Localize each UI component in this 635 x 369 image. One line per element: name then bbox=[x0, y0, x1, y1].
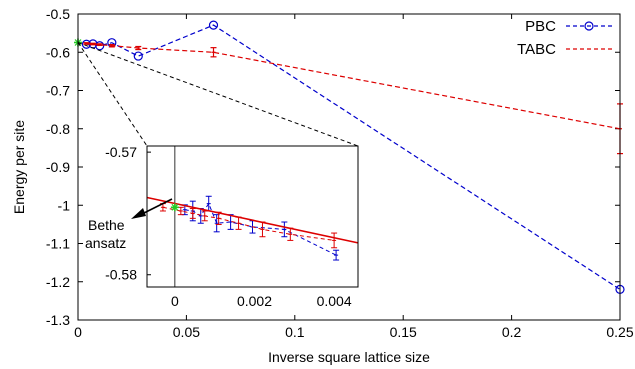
inset-bethe-ansatz-point bbox=[171, 203, 179, 211]
zoom-connector-line bbox=[77, 42, 359, 147]
inset-x-tick-label: 0.002 bbox=[237, 293, 272, 309]
inset-series-group bbox=[146, 146, 359, 287]
legend-marker-pbc bbox=[584, 21, 594, 31]
x-tick-label: 0 bbox=[74, 324, 82, 340]
data-point-pbc bbox=[95, 41, 105, 51]
y-tick-label: -0.7 bbox=[46, 83, 70, 99]
inset-plot: 0 0.002 0.004 -0.57 -0.58 Bethe ansatz bbox=[85, 144, 359, 309]
bethe-arrow-head bbox=[131, 208, 146, 219]
x-axis-label: Inverse square lattice size bbox=[268, 349, 430, 365]
zoom-connector-line bbox=[77, 42, 148, 147]
inset-y-tick-label: -0.57 bbox=[105, 144, 137, 160]
y-axis-label: Energy per site bbox=[11, 120, 27, 214]
y-tick-label: -0.9 bbox=[46, 159, 70, 175]
y-tick-label: -1.2 bbox=[46, 274, 70, 290]
y-tick-label: -1.3 bbox=[46, 312, 70, 328]
inset-background bbox=[147, 146, 358, 287]
main-plot-frame bbox=[77, 13, 621, 321]
inset-ticks-group: 0 0.002 0.004 -0.57 -0.58 bbox=[105, 144, 352, 309]
inset-x-tick-label: 0.004 bbox=[317, 293, 352, 309]
x-tick-label: 0.05 bbox=[173, 324, 200, 340]
inset-frame bbox=[146, 145, 359, 288]
inset-fit-line bbox=[146, 196, 359, 244]
y-tick-label: -0.8 bbox=[46, 121, 70, 137]
x-tick-label: 0.25 bbox=[606, 324, 633, 340]
legend-label-tabc: TABC bbox=[517, 41, 556, 58]
y-tick-label: -0.6 bbox=[46, 44, 70, 60]
bethe-label-line-1: Bethe bbox=[88, 217, 125, 233]
bethe-label-line-2: ansatz bbox=[85, 235, 126, 251]
y-tick-label: -0.5 bbox=[46, 6, 70, 22]
main-ticks-group: 0 0.05 0.1 0.15 0.2 0.25 -0.5 -0.6 -0.7 -0.8 -0.9 -… bbox=[46, 6, 634, 340]
y-tick-label: -1.1 bbox=[46, 236, 70, 252]
data-point-pbc bbox=[208, 20, 219, 30]
y-tick-label: -1 bbox=[58, 197, 71, 213]
x-tick-label: 0.2 bbox=[502, 324, 522, 340]
bethe-annotation: Bethe ansatz bbox=[85, 198, 173, 251]
x-tick-label: 0.15 bbox=[390, 324, 417, 340]
bethe-arrow-shaft bbox=[139, 198, 173, 216]
legend: PBC TABC bbox=[517, 18, 612, 58]
inset-y-tick-label: -0.58 bbox=[105, 267, 137, 283]
legend-label-pbc: PBC bbox=[525, 18, 556, 35]
series-line-pbc bbox=[86, 24, 621, 290]
inset-x-tick-label: 0 bbox=[171, 293, 179, 309]
data-point-pbc bbox=[133, 51, 143, 61]
x-tick-label: 0.1 bbox=[285, 324, 305, 340]
